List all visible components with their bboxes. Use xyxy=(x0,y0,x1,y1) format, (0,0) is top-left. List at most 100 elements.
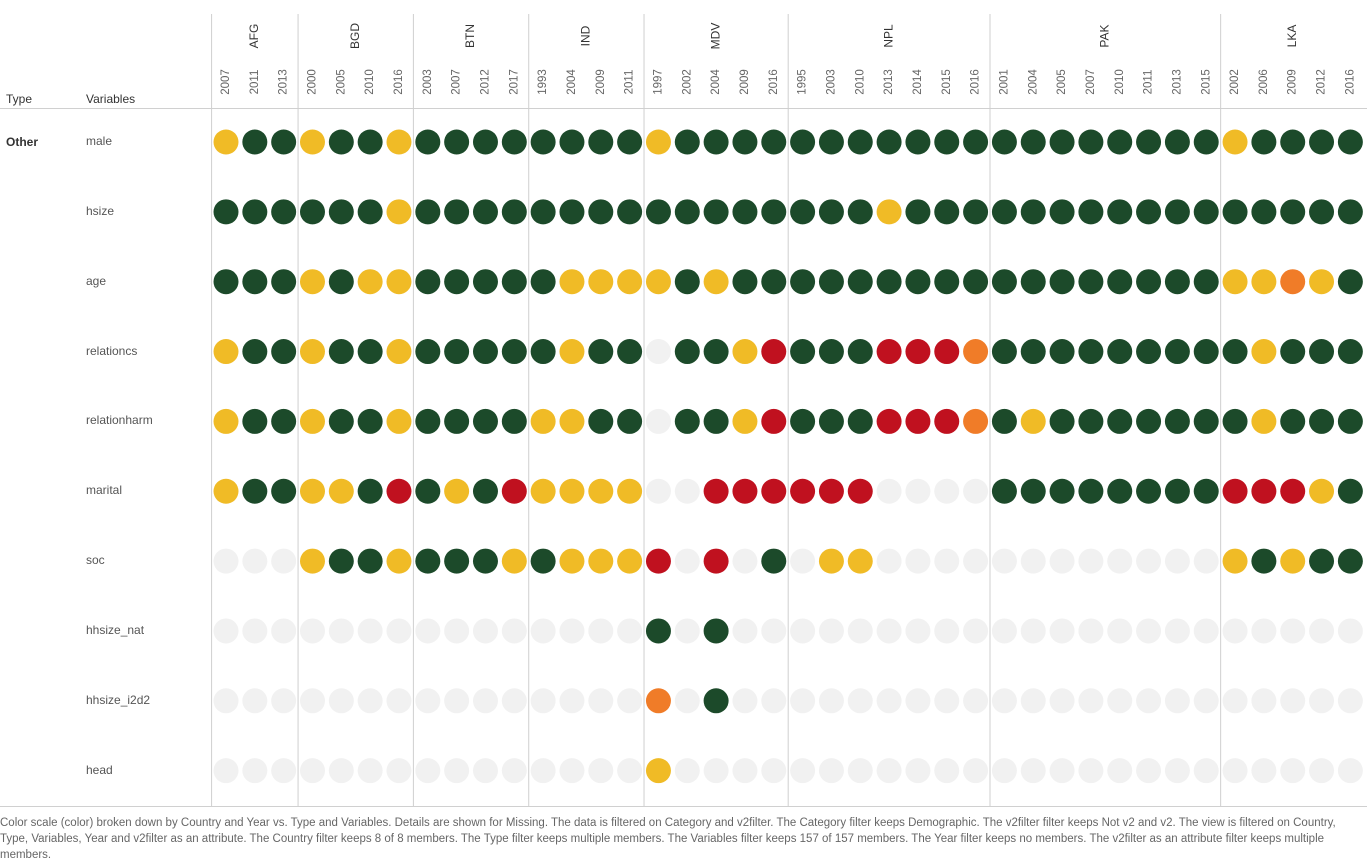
data-dot xyxy=(501,688,527,714)
data-dot xyxy=(357,478,383,504)
data-dot xyxy=(530,199,556,225)
data-dot xyxy=(501,339,527,365)
data-dot xyxy=(501,478,527,504)
variables-header: Variables xyxy=(86,92,136,106)
data-dot xyxy=(1280,478,1306,504)
data-dot xyxy=(386,129,412,155)
data-dot xyxy=(588,688,614,714)
data-dot xyxy=(991,339,1017,365)
data-dot xyxy=(386,478,412,504)
data-dot xyxy=(847,688,873,714)
data-dot xyxy=(242,339,268,365)
data-dot xyxy=(905,758,931,784)
data-dot xyxy=(271,199,297,225)
data-dot xyxy=(761,548,787,574)
data-dot xyxy=(271,339,297,365)
data-dot xyxy=(905,548,931,574)
data-dot xyxy=(242,548,268,574)
data-dot xyxy=(299,408,325,434)
year-tick-label: 2013 xyxy=(278,69,290,95)
year-tick-label: 2016 xyxy=(970,69,982,95)
data-dot xyxy=(703,478,729,504)
data-dot xyxy=(472,688,498,714)
data-dot xyxy=(444,269,470,295)
data-dot xyxy=(271,129,297,155)
data-dot xyxy=(1049,758,1075,784)
year-tick-label: 2009 xyxy=(739,69,751,95)
data-dot xyxy=(1020,758,1046,784)
data-dot xyxy=(790,758,816,784)
data-dot xyxy=(1280,688,1306,714)
data-dot xyxy=(588,129,614,155)
data-dot xyxy=(818,758,844,784)
data-dot xyxy=(934,478,960,504)
data-dot xyxy=(328,478,354,504)
data-dot xyxy=(1193,618,1219,644)
data-dot xyxy=(1107,688,1133,714)
country-label-mdv: MDV xyxy=(708,23,722,50)
data-dot xyxy=(703,339,729,365)
data-dot xyxy=(732,129,758,155)
data-dot xyxy=(1049,688,1075,714)
data-dot xyxy=(559,408,585,434)
data-dot xyxy=(213,618,239,644)
variable-label-hsize: hsize xyxy=(86,203,115,218)
data-dot xyxy=(790,408,816,434)
data-dot xyxy=(1309,269,1335,295)
data-dot xyxy=(328,688,354,714)
data-dot xyxy=(1136,548,1162,574)
data-dot xyxy=(1136,269,1162,295)
data-dot xyxy=(1020,478,1046,504)
data-dot xyxy=(876,688,902,714)
data-dot xyxy=(559,618,585,644)
data-dot xyxy=(674,408,700,434)
data-dot xyxy=(1164,199,1190,225)
data-dot xyxy=(1107,408,1133,434)
data-dot xyxy=(444,548,470,574)
data-dot xyxy=(1309,339,1335,365)
data-dot xyxy=(818,688,844,714)
data-dot xyxy=(1251,199,1277,225)
data-dot xyxy=(1337,478,1363,504)
variable-label-hhsize-i2d2: hhsize_i2d2 xyxy=(86,692,151,707)
data-dot xyxy=(242,408,268,434)
data-dot xyxy=(1164,688,1190,714)
data-dot xyxy=(1309,478,1335,504)
data-dot xyxy=(1337,758,1363,784)
year-tick-label: 2011 xyxy=(249,70,261,95)
data-dot xyxy=(1280,548,1306,574)
year-tick-label: 2007 xyxy=(220,69,232,95)
year-tick-label: 2010 xyxy=(854,69,866,95)
data-dot xyxy=(1251,548,1277,574)
data-dot xyxy=(386,339,412,365)
data-dot xyxy=(674,548,700,574)
data-dot xyxy=(847,758,873,784)
data-dot xyxy=(501,548,527,574)
data-dot xyxy=(991,129,1017,155)
year-tick-label: 2013 xyxy=(1171,69,1183,95)
data-dot xyxy=(1193,688,1219,714)
data-dot xyxy=(271,478,297,504)
data-dot xyxy=(444,758,470,784)
data-dot xyxy=(357,269,383,295)
data-dot xyxy=(386,548,412,574)
data-dot xyxy=(905,618,931,644)
data-dot xyxy=(761,618,787,644)
data-dot xyxy=(1164,618,1190,644)
data-dot xyxy=(444,478,470,504)
data-dot xyxy=(1049,618,1075,644)
data-dot xyxy=(1222,688,1248,714)
data-dot xyxy=(1280,618,1306,644)
data-dot xyxy=(242,199,268,225)
year-tick-label: 2004 xyxy=(566,69,578,95)
data-dot xyxy=(617,478,643,504)
data-dot xyxy=(559,548,585,574)
data-dot xyxy=(991,269,1017,295)
data-dot xyxy=(991,478,1017,504)
data-dot xyxy=(415,618,441,644)
data-dot xyxy=(645,548,671,574)
data-dot xyxy=(357,129,383,155)
data-dot xyxy=(1107,478,1133,504)
data-dot xyxy=(213,548,239,574)
data-dot xyxy=(1222,618,1248,644)
